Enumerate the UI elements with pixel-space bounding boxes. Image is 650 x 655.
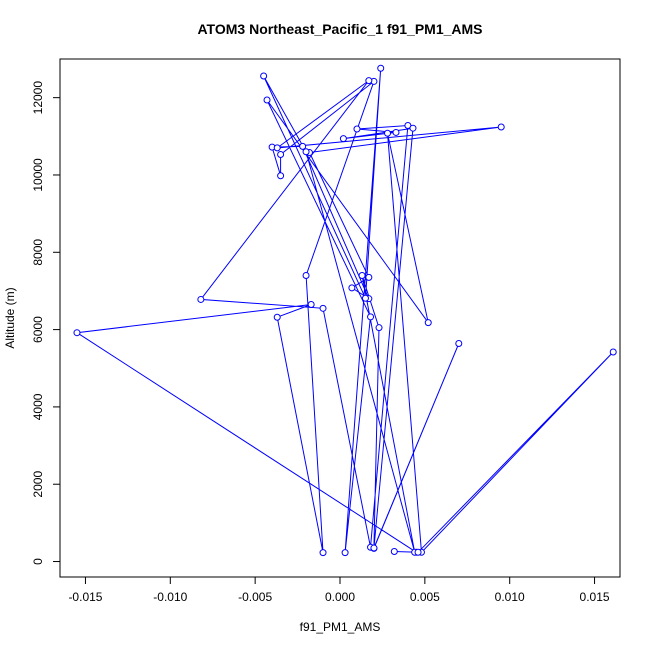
data-point [277, 172, 285, 180]
data-point [273, 144, 281, 152]
y-tick-label: 10000 [31, 158, 45, 192]
x-tick-label: 0.015 [580, 590, 610, 604]
x-tick-label: 0.005 [410, 590, 440, 604]
y-tick-label: 12000 [31, 81, 45, 115]
data-point [365, 77, 373, 85]
x-axis-title: f91_PM1_AMS [300, 620, 381, 634]
data-point [392, 128, 400, 136]
data-point [263, 96, 271, 104]
data-point [273, 313, 281, 321]
x-axis: -0.015 -0.010 -0.005 0.000 0.005 0.010 0.015 [68, 576, 610, 604]
y-tick-label: 8000 [31, 239, 45, 266]
data-point [390, 547, 398, 555]
y-tick-label: 2000 [31, 471, 45, 498]
data-point [299, 142, 307, 150]
data-point [455, 340, 463, 348]
data-point [497, 123, 505, 131]
series-profile [73, 64, 617, 557]
data-point [197, 295, 205, 303]
x-tick-label: -0.015 [68, 590, 102, 604]
data-point [319, 549, 327, 557]
data-point [384, 129, 392, 137]
data-point [609, 348, 617, 356]
y-tick-label: 0 [31, 558, 45, 565]
y-tick-label: 6000 [31, 316, 45, 343]
data-point [73, 329, 81, 337]
data-point [348, 284, 356, 292]
data-point [370, 544, 378, 552]
x-tick-label: -0.005 [238, 590, 272, 604]
data-point [375, 324, 383, 332]
data-point [260, 72, 268, 80]
data-point [302, 271, 310, 279]
data-point [353, 125, 361, 133]
x-tick-label: -0.010 [153, 590, 187, 604]
data-point [341, 549, 349, 557]
data-point [361, 294, 369, 302]
x-tick-label: 0.000 [325, 590, 355, 604]
data-point [277, 150, 285, 158]
y-axis: 0 2000 4000 6000 8000 10000 12000 [31, 81, 61, 565]
data-point [377, 64, 385, 72]
data-point [424, 319, 432, 327]
chart-title: ATOM3 Northeast_Pacific_1 f91_PM1_AMS [197, 21, 482, 37]
data-point [302, 148, 310, 156]
data-point [319, 304, 327, 312]
y-tick-label: 4000 [31, 393, 45, 420]
data-point [365, 273, 373, 281]
x-tick-label: 0.010 [495, 590, 525, 604]
data-point [358, 271, 366, 279]
y-axis-title: Altitude (m) [3, 287, 17, 348]
data-point [409, 124, 417, 132]
data-point [414, 548, 422, 556]
data-point [367, 313, 375, 321]
data-point [339, 135, 347, 143]
data-point [307, 300, 315, 308]
